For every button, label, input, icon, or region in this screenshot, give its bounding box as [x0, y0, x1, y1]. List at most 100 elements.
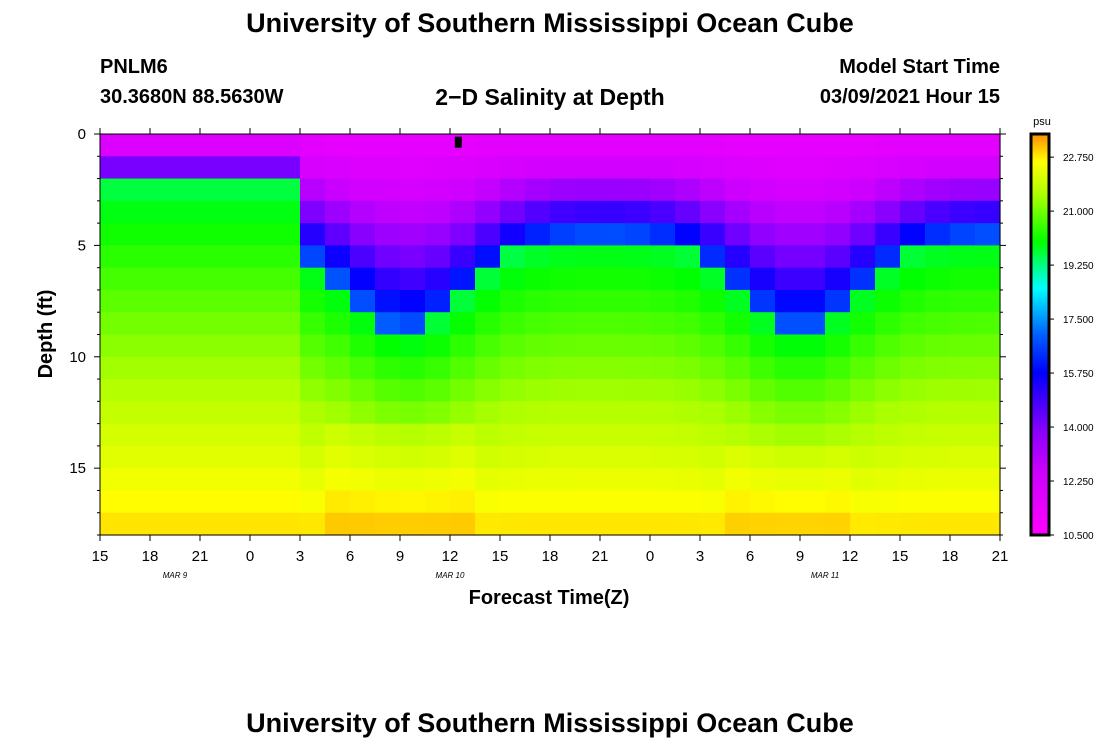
heatmap-cell: [225, 334, 251, 358]
heatmap-cell: [825, 223, 851, 246]
heatmap-cell: [350, 356, 376, 380]
heatmap-cell: [825, 468, 851, 492]
heatmap-cell: [525, 468, 551, 492]
heatmap-cell: [550, 223, 576, 246]
heatmap-cell: [425, 156, 451, 180]
heatmap-cell: [525, 245, 551, 269]
heatmap-cell: [550, 312, 576, 336]
heatmap-cell: [975, 490, 1001, 514]
heatmap-cell: [175, 512, 201, 536]
heatmap-cell: [200, 490, 226, 514]
heatmap-cell: [725, 512, 751, 536]
heatmap-cell: [250, 512, 276, 536]
heatmap-cell: [800, 334, 826, 358]
heatmap-cell: [900, 312, 926, 336]
heatmap-cell: [350, 423, 376, 447]
heatmap-cell: [950, 468, 976, 492]
heatmap-cell: [700, 423, 726, 447]
heatmap-cell: [875, 445, 901, 469]
heatmap-cell: [675, 423, 701, 447]
heatmap-cell: [475, 468, 501, 492]
heatmap-cell: [875, 178, 901, 202]
heatmap-cell: [600, 379, 626, 402]
heatmap-cell: [600, 401, 626, 425]
colorbar-tick-label: 22.750: [1063, 153, 1094, 164]
x-tick-label: 18: [142, 548, 159, 565]
heatmap-cell: [225, 401, 251, 425]
heatmap-cell: [525, 178, 551, 202]
heatmap-cell: [700, 289, 726, 313]
heatmap-cell: [175, 356, 201, 380]
heatmap-cell: [875, 312, 901, 336]
heatmap-cell: [125, 134, 151, 157]
heatmap-cell: [125, 223, 151, 246]
x-tick-label: 6: [746, 548, 754, 565]
heatmap-cell: [125, 289, 151, 313]
colorbar-ticks: 10.500 12.250 14.000 15.750 17.500 19.250 21.0…: [1049, 153, 1094, 542]
heatmap-cell: [875, 401, 901, 425]
heatmap-cell: [375, 245, 401, 269]
heatmap-cell: [500, 468, 526, 492]
heatmap-cell: [875, 334, 901, 358]
heatmap-cell: [300, 512, 326, 536]
heatmap-cell: [850, 490, 876, 514]
heatmap-cell: [800, 289, 826, 313]
heatmap-cell: [400, 423, 426, 447]
heatmap-cell: [100, 245, 126, 269]
heatmap-cell: [450, 245, 476, 269]
heatmap-cell: [100, 334, 126, 358]
heatmap-cell: [225, 512, 251, 536]
heatmap-cell: [675, 245, 701, 269]
heatmap-cell: [300, 289, 326, 313]
y-tick-label: 10: [69, 349, 86, 366]
heatmap-cell: [500, 334, 526, 358]
heatmap-cell: [875, 223, 901, 246]
heatmap-cell: [775, 379, 801, 402]
heatmap-cell: [425, 468, 451, 492]
heatmap-cell: [800, 512, 826, 536]
heatmap-cell: [675, 490, 701, 514]
heatmap-cell: [850, 356, 876, 380]
heatmap-cell: [700, 312, 726, 336]
heatmap-cell: [175, 200, 201, 224]
heatmap-cell: [475, 490, 501, 514]
heatmap-cell: [450, 289, 476, 313]
heatmap-cell: [400, 223, 426, 246]
heatmap-cell: [875, 289, 901, 313]
heatmap-cell: [750, 401, 776, 425]
heatmap-cell: [250, 334, 276, 358]
heatmap-cell: [575, 356, 601, 380]
x-tick-label: 12: [842, 548, 859, 565]
heatmap-cell: [425, 356, 451, 380]
date-label: MAR 11: [811, 571, 839, 580]
heatmap-cell: [350, 178, 376, 202]
heatmap-cell: [950, 512, 976, 536]
heatmap-cell: [575, 334, 601, 358]
heatmap-cell: [175, 490, 201, 514]
heatmap-cell: [200, 401, 226, 425]
heatmap-cell: [200, 156, 226, 180]
heatmap-cell: [100, 134, 126, 157]
heatmap-cell: [550, 200, 576, 224]
heatmap-cell: [875, 512, 901, 536]
heatmap-cell: [925, 356, 951, 380]
heatmap-cell: [800, 200, 826, 224]
heatmap-cell: [375, 312, 401, 336]
heatmap-cell: [775, 289, 801, 313]
heatmap-cell: [200, 423, 226, 447]
heatmap-cell: [350, 312, 376, 336]
heatmap-cell: [400, 312, 426, 336]
colorbar-tick-label: 14.000: [1063, 423, 1094, 434]
heatmap-cell: [350, 512, 376, 536]
heatmap-cell: [400, 401, 426, 425]
heatmap-cell: [100, 356, 126, 380]
heatmap-cell: [150, 200, 176, 224]
heatmap-cell: [400, 156, 426, 180]
heatmap-cell: [475, 200, 501, 224]
heatmap-cell: [125, 423, 151, 447]
heatmap-cell: [775, 267, 801, 291]
heatmap-cell: [225, 200, 251, 224]
heatmap-cell: [825, 445, 851, 469]
heatmap-cell: [275, 512, 301, 536]
heatmap-cell: [750, 423, 776, 447]
